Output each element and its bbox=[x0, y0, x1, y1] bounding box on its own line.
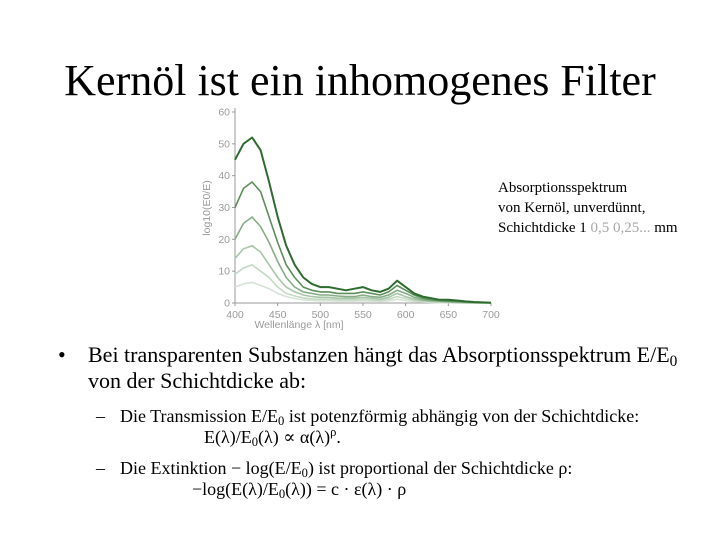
main-bullet: • Bei transparenten Substanzen hängt das… bbox=[58, 342, 678, 394]
spectrum-series-line bbox=[234, 181, 491, 304]
bullet-text: Bei transparenten Substanzen hängt das A… bbox=[88, 342, 678, 393]
chart-series bbox=[234, 136, 492, 304]
y-tick-label: 50 bbox=[218, 138, 230, 150]
caption-line-1: Absorptionsspektrum bbox=[498, 180, 628, 196]
y-tick-label: 30 bbox=[218, 202, 230, 214]
sub-bullet-transmission: – Die Transmission E/E0 ist potenzförmig… bbox=[96, 406, 639, 448]
x-tick-label: 500 bbox=[312, 309, 330, 321]
extinction-text: Die Extinktion − log(E/E0) ist proportio… bbox=[120, 458, 573, 481]
x-tick-labels: 400 450 500 550 600 650 700 bbox=[226, 309, 500, 321]
transmission-formula: E(λ)/E0(λ) ∝ α(λ)ρ. bbox=[204, 425, 341, 450]
x-axis-label: Wellenlänge λ [nm] bbox=[254, 319, 343, 331]
sub-bullet-marker: – bbox=[96, 458, 105, 478]
y-tick-label: 0 bbox=[224, 298, 230, 310]
caption-line-3: Schichtdicke 1 0,5 0,25... mm bbox=[498, 218, 678, 238]
y-axis-label: log10(E0/E) bbox=[201, 180, 213, 235]
sub-bullet-extinction: – Die Extinktion − log(E/E0) ist proport… bbox=[96, 458, 572, 500]
x-tick-label: 600 bbox=[397, 309, 415, 321]
y-tick-label: 40 bbox=[218, 170, 230, 182]
x-tick-label: 700 bbox=[482, 309, 500, 321]
extinction-formula: −log(E(λ)/E0(λ)) = c · ε(λ) · ρ bbox=[192, 479, 407, 502]
y-tick-label: 10 bbox=[218, 266, 230, 278]
caption-line-2: von Kernöl, unverdünnt, bbox=[498, 200, 646, 216]
spectrum-series-line bbox=[234, 136, 492, 304]
caption-thickness-prefix: Schichtdicke 1 bbox=[498, 220, 591, 236]
absorption-chart: 400 450 500 550 600 650 700 0 10 20 30 40 50 60 Well… bbox=[201, 107, 500, 332]
caption-thickness-values: 0,5 0,25... bbox=[590, 220, 651, 236]
caption-thickness-unit: mm bbox=[650, 220, 678, 236]
chart-axes bbox=[232, 108, 492, 306]
y-tick-label: 20 bbox=[218, 234, 230, 246]
x-tick-label: 650 bbox=[440, 309, 458, 321]
slide-title: Kernöl ist ein inhomogenes Filter bbox=[64, 56, 656, 105]
sub-bullet-marker: – bbox=[96, 406, 105, 426]
x-tick-label: 400 bbox=[226, 309, 244, 321]
y-tick-labels: 0 10 20 30 40 50 60 bbox=[218, 107, 230, 310]
chart-caption: Absorptionsspektrum von Kernöl, unverdün… bbox=[498, 178, 678, 238]
transmission-text: Die Transmission E/E0 ist potenzförmig a… bbox=[120, 406, 640, 429]
y-tick-label: 60 bbox=[218, 107, 230, 119]
bullet-marker: • bbox=[58, 342, 66, 367]
x-tick-label: 450 bbox=[269, 309, 287, 321]
x-tick-label: 550 bbox=[354, 309, 372, 321]
